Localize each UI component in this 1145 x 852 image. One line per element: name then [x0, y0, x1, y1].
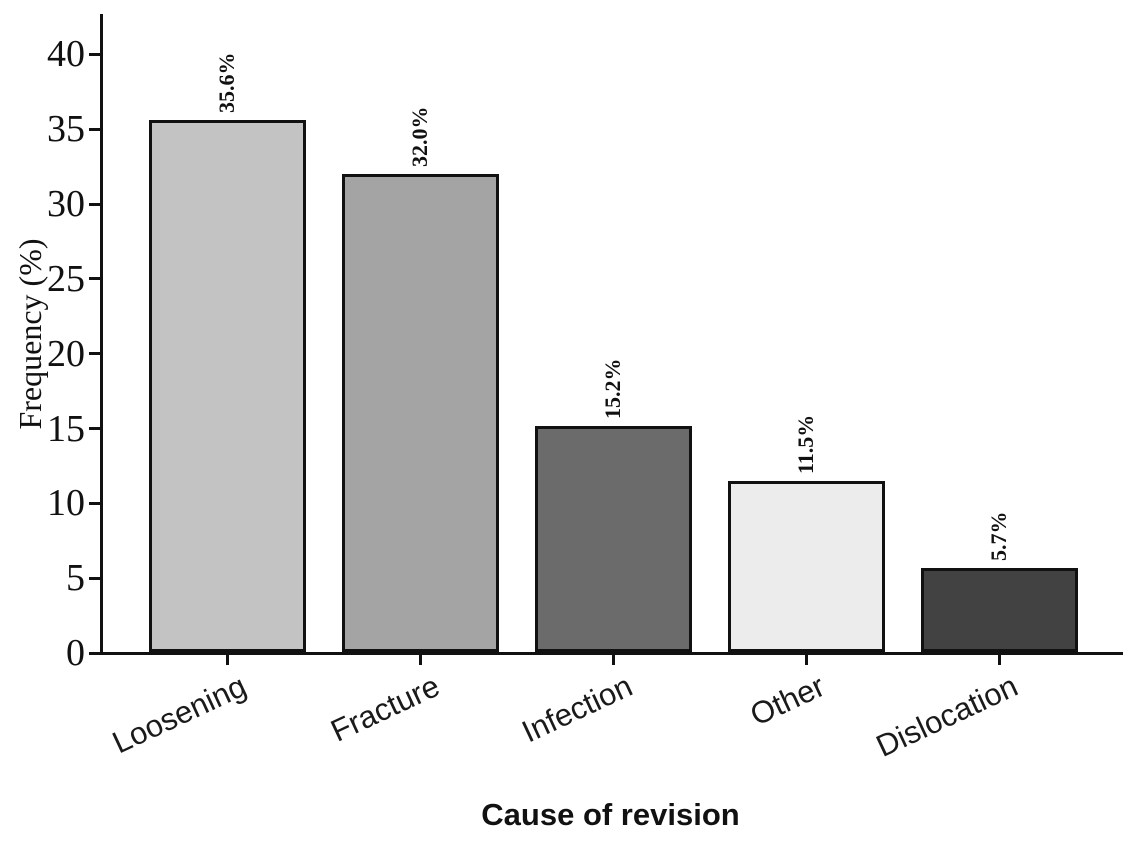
bar-dislocation	[920, 567, 1078, 652]
y-axis-title: Frequency (%)	[12, 238, 48, 430]
y-tick-mark	[89, 52, 101, 56]
y-tick-mark	[89, 202, 101, 206]
y-tick-label: 20	[47, 332, 85, 375]
y-tick-label: 15	[47, 407, 85, 450]
y-tick-label: 10	[47, 482, 85, 525]
x-tick-label-other: Other	[745, 668, 831, 733]
y-tick-label: 5	[66, 557, 85, 600]
y-tick-mark	[89, 277, 101, 281]
bar-other	[727, 480, 885, 652]
y-tick-mark	[89, 127, 101, 131]
x-tick-label-fracture: Fracture	[324, 668, 445, 749]
x-axis-title: Cause of revision	[481, 797, 740, 832]
y-tick-label: 0	[66, 632, 85, 674]
x-tick-mark	[418, 653, 422, 665]
y-tick-mark	[89, 501, 101, 505]
bar-value-label-fracture: 32.0%	[407, 106, 432, 168]
bar-loosening	[148, 120, 306, 652]
y-tick-mark	[89, 651, 101, 655]
bar-infection	[534, 425, 692, 652]
bar-value-label-other: 11.5%	[793, 414, 818, 474]
x-tick-label-infection: Infection	[516, 668, 638, 750]
bar-value-label-infection: 15.2%	[600, 358, 625, 419]
x-tick-mark	[804, 653, 808, 665]
x-tick-mark	[225, 653, 229, 665]
y-tick-label: 25	[47, 257, 85, 300]
bar-value-label-dislocation: 5.7%	[986, 511, 1011, 561]
bar-value-label-loosening: 35.6%	[214, 52, 239, 114]
bar-fracture	[341, 174, 499, 652]
y-tick-mark	[89, 427, 101, 431]
y-tick-label: 40	[47, 33, 85, 76]
x-tick-mark	[611, 653, 615, 665]
y-tick-label: 30	[47, 183, 85, 226]
y-tick-mark	[89, 352, 101, 356]
y-axis-spine	[100, 14, 103, 655]
x-tick-label-loosening: Loosening	[106, 668, 252, 761]
x-tick-mark	[997, 653, 1001, 665]
y-tick-label: 35	[47, 108, 85, 151]
y-tick-mark	[89, 576, 101, 580]
x-tick-label-dislocation: Dislocation	[871, 668, 1024, 764]
